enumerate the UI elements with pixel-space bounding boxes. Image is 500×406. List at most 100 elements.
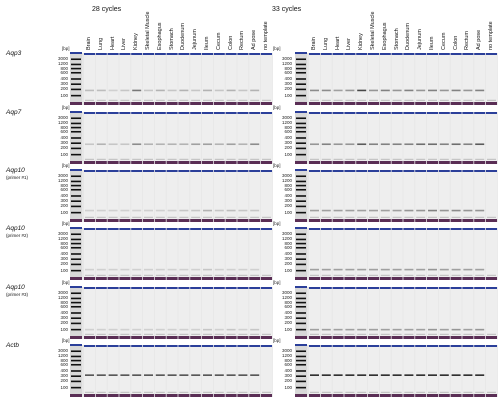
sample-lane	[379, 345, 391, 397]
primer-band	[85, 158, 94, 160]
primer-band	[310, 99, 319, 101]
ladder-size-label: 3000	[57, 173, 68, 179]
lane-top-marker	[403, 53, 415, 55]
primer-band	[167, 391, 177, 393]
ladder-size-label: 200	[60, 320, 68, 326]
lane-top-marker	[154, 287, 166, 289]
primer-band	[203, 391, 212, 393]
lane-top-marker	[368, 170, 379, 172]
primer-band	[96, 391, 106, 393]
lane-top-marker	[320, 53, 332, 55]
primer-band	[380, 216, 390, 218]
sample-lane	[462, 287, 474, 339]
pcr-band	[167, 268, 177, 271]
sample-lane	[403, 170, 415, 222]
sample-lane	[213, 112, 225, 164]
sample-lane	[119, 345, 131, 397]
ladder-size-label: 600	[60, 361, 68, 367]
pcr-band	[357, 89, 367, 92]
ladder-top-marker	[295, 227, 307, 229]
ladder-bottom-marker	[295, 219, 307, 222]
pcr-band	[451, 374, 461, 376]
primer-band	[179, 333, 189, 335]
primer-band	[345, 274, 355, 276]
sample-lane	[391, 53, 403, 105]
primer-band	[214, 216, 224, 218]
lane-top-marker	[119, 112, 131, 114]
primer-band	[345, 391, 355, 393]
lane-top-marker	[462, 287, 474, 289]
sample-lane	[213, 345, 225, 397]
ladder-size-label: 1200	[281, 353, 292, 359]
primer-band	[380, 274, 390, 276]
lane-top-marker	[261, 53, 272, 55]
sample-lane	[84, 170, 95, 222]
ladder-size-label: 100	[284, 384, 292, 390]
ladder-size-label: 200	[60, 378, 68, 384]
ladder-band	[296, 263, 306, 266]
lane-bottom-marker	[202, 161, 213, 164]
lane-top-marker	[379, 228, 391, 230]
sample-lane	[249, 112, 261, 164]
lane-bottom-marker	[320, 394, 332, 397]
sample-lane	[107, 170, 119, 222]
lane-top-marker	[131, 112, 143, 114]
ladder-band	[296, 370, 306, 372]
lane-bottom-marker	[119, 394, 131, 397]
pcr-band	[120, 268, 130, 271]
pcr-band	[428, 143, 437, 146]
sample-lane	[450, 287, 462, 339]
primer-band	[214, 391, 224, 393]
primer-band	[214, 333, 224, 335]
sample-lane	[261, 170, 272, 222]
panel-28-cycles-label: 28 cycles	[92, 6, 122, 13]
pcr-band	[191, 143, 201, 146]
lane-bottom-marker	[178, 161, 190, 164]
ladder-size-label: 100	[284, 151, 292, 157]
sample-lane	[427, 228, 438, 280]
lane-top-marker	[190, 287, 202, 289]
pcr-band	[380, 374, 390, 376]
primer-band	[416, 391, 426, 393]
ladder-size-label: 800	[284, 65, 292, 71]
lane-bottom-marker	[154, 161, 166, 164]
ladder-size-label: 800	[60, 240, 68, 246]
ladder-band	[71, 126, 81, 129]
ladder-size-label: 400	[60, 193, 68, 198]
pcr-band	[203, 374, 212, 376]
ladder-bottom-marker	[70, 394, 82, 397]
lane-bottom-marker	[107, 219, 119, 222]
ladder-band	[71, 67, 81, 70]
sample-lane	[474, 112, 486, 164]
lane-top-marker	[344, 170, 356, 172]
sample-lane	[166, 170, 178, 222]
ladder-size-label: 600	[60, 186, 68, 192]
ladder-band	[296, 350, 306, 353]
primer-band	[357, 216, 367, 218]
ladder-size-label: 1200	[57, 236, 68, 242]
pcr-band	[463, 89, 473, 92]
lane-bottom-marker	[356, 219, 368, 222]
sample-lane	[320, 112, 332, 164]
pcr-band	[392, 209, 402, 212]
lane-bottom-marker	[143, 394, 154, 397]
lane-top-marker	[332, 170, 344, 172]
primer-band	[179, 99, 189, 101]
sample-lane	[368, 112, 379, 164]
ladder-size-label: 300	[60, 315, 68, 321]
lane-bottom-marker	[131, 161, 143, 164]
lane-top-marker	[486, 170, 497, 172]
sample-lane	[143, 112, 154, 164]
lane-top-marker	[332, 53, 344, 55]
lane-top-marker	[450, 112, 462, 114]
pcr-band	[369, 143, 378, 146]
ladder-band	[296, 246, 306, 249]
sample-lane	[403, 228, 415, 280]
sample-lane	[178, 345, 190, 397]
ladder-size-label: 800	[284, 357, 292, 363]
sample-lane	[143, 287, 154, 339]
ladder-size-label: 800	[284, 182, 292, 188]
pcr-band	[250, 143, 260, 146]
primer-band	[144, 333, 153, 335]
sample-lane	[450, 112, 462, 164]
